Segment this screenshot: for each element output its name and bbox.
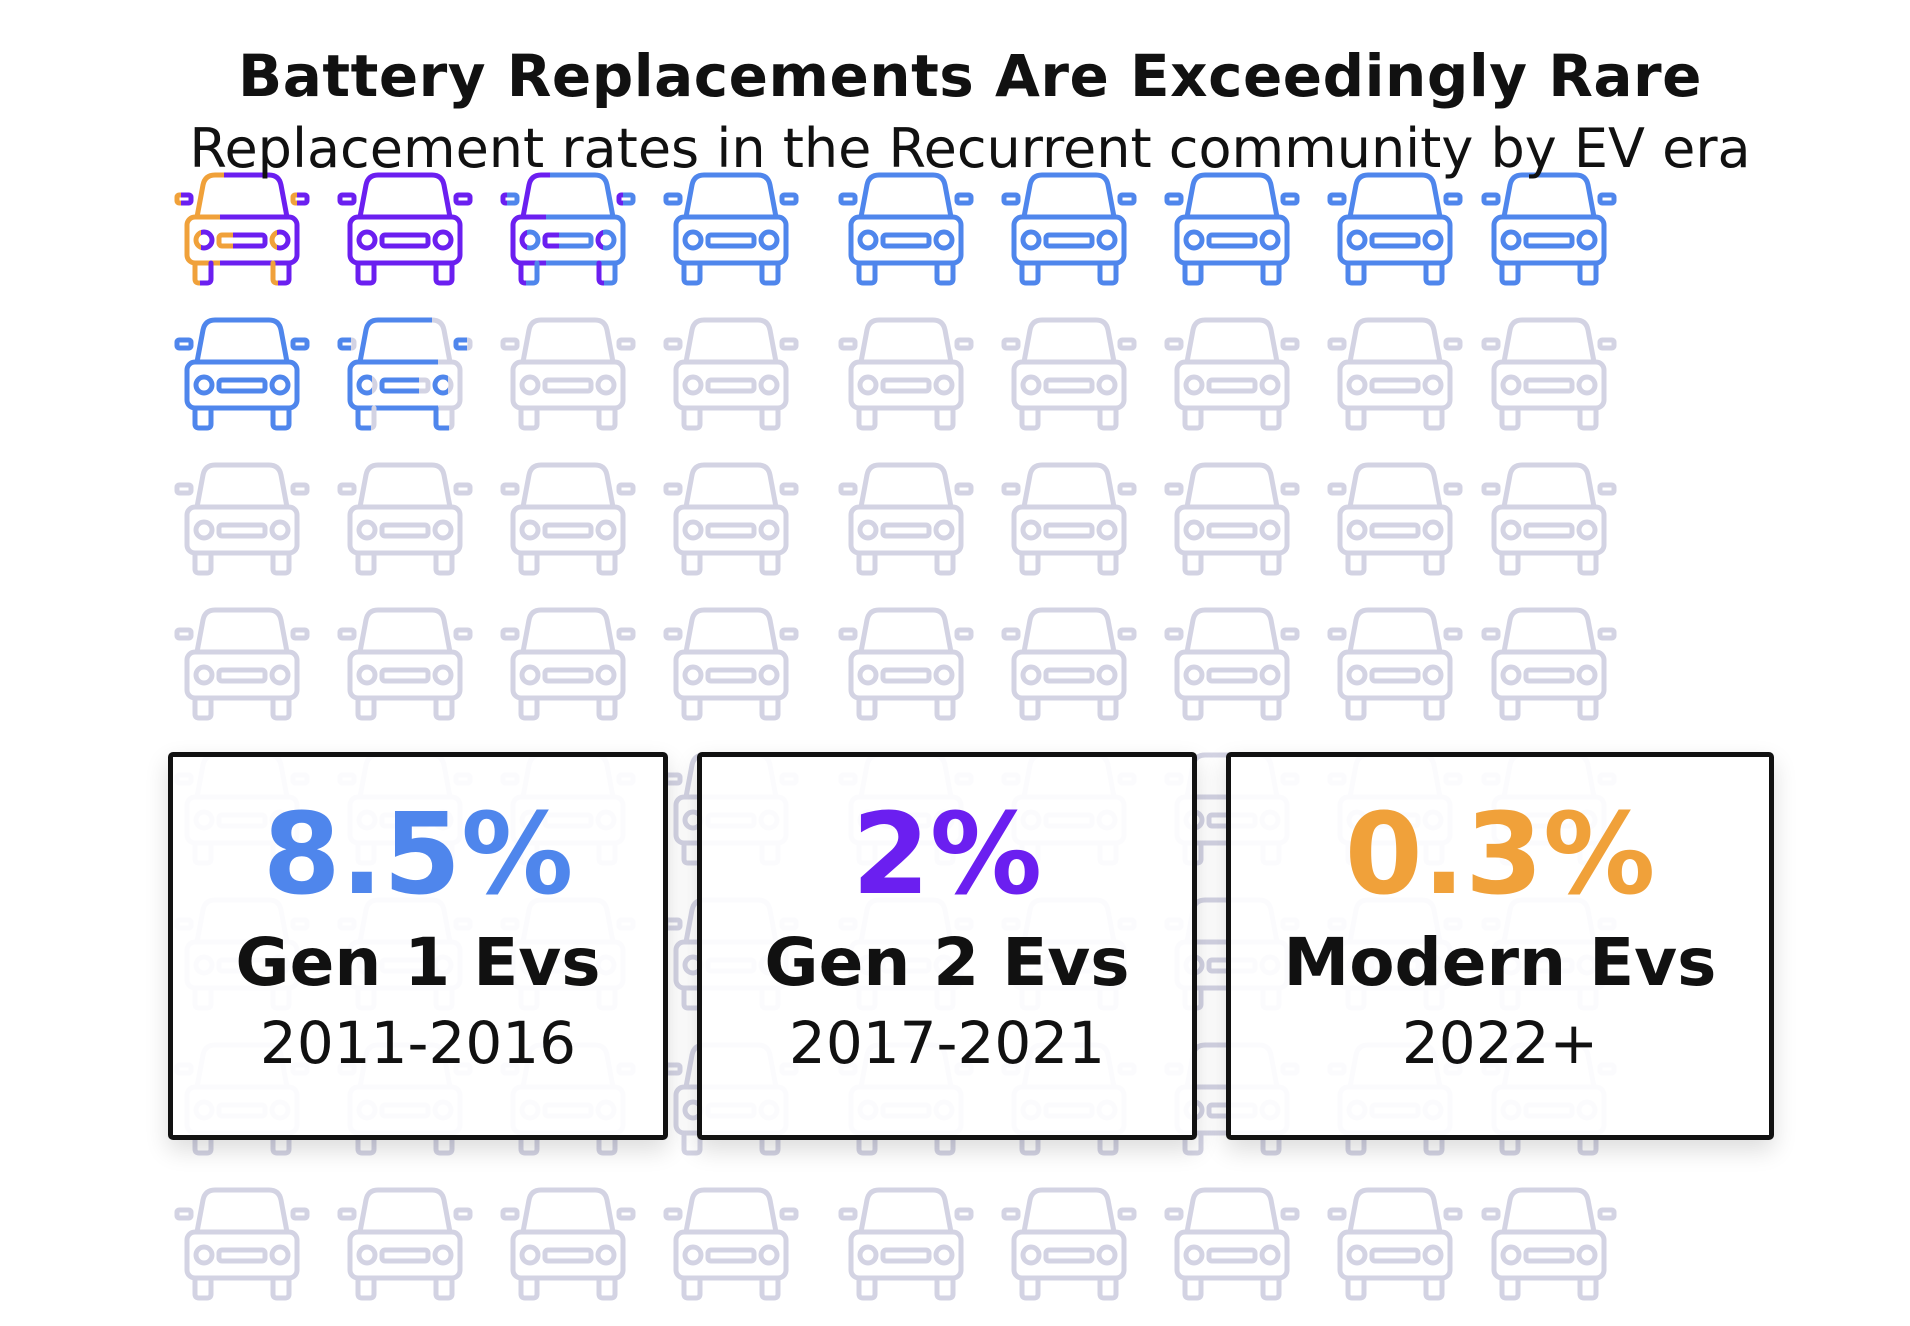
car-icon [1001,607,1137,721]
car-icon [663,1187,799,1301]
car-icon [500,172,636,286]
car-icon [1001,1187,1137,1301]
car-icon [1327,462,1463,576]
stat-years-gen2: 2017-2021 [788,1009,1106,1077]
stat-card-modern: 0.3% Modern Evs 2022+ [1226,752,1774,1140]
car-icon [663,462,799,576]
stat-label-modern: Modern Evs [1283,924,1717,1001]
stat-years-gen1: 2011-2016 [259,1009,577,1077]
car-icon [337,607,473,721]
car-icon [1001,462,1137,576]
stat-years-modern: 2022+ [1401,1009,1599,1077]
car-icon [1001,317,1137,431]
car-icon [1001,172,1137,286]
car-icon [1164,172,1300,286]
car-icon [500,317,636,431]
stat-value-gen1: 8.5% [262,790,574,920]
car-icon [1327,172,1463,286]
car-icon [337,317,473,431]
car-icon [1327,607,1463,721]
car-icon [1164,607,1300,721]
chart-titles: Battery Replacements Are Exceedingly Rar… [0,38,1910,184]
car-icon [174,607,310,721]
car-icon [174,317,310,431]
car-icon [663,317,799,431]
car-icon [1164,462,1300,576]
stat-card-gen2: 2% Gen 2 Evs 2017-2021 [697,752,1197,1140]
car-icon [838,607,974,721]
car-icon [1164,317,1300,431]
car-icon [174,462,310,576]
car-icon [337,1187,473,1301]
car-icon [1481,1187,1617,1301]
car-icon [337,462,473,576]
stat-value-modern: 0.3% [1344,790,1656,920]
car-icon [838,172,974,286]
car-icon [1481,462,1617,576]
car-icon [337,172,473,286]
car-icon [838,1187,974,1301]
car-icon [663,607,799,721]
car-icon [838,462,974,576]
car-icon [838,317,974,431]
stat-label-gen2: Gen 2 Evs [764,924,1130,1001]
car-icon [1327,317,1463,431]
car-icon [174,172,310,286]
stat-label-gen1: Gen 1 Evs [235,924,601,1001]
stat-card-gen1: 8.5% Gen 1 Evs 2011-2016 [168,752,668,1140]
car-icon [1481,317,1617,431]
car-icon [174,1187,310,1301]
chart-subtitle: Replacement rates in the Recurrent commu… [189,117,1751,180]
car-icon [663,172,799,286]
car-icon [500,607,636,721]
car-icon [500,1187,636,1301]
car-icon [1481,172,1617,286]
car-icon [500,462,636,576]
chart-title: Battery Replacements Are Exceedingly Rar… [238,42,1702,110]
stat-value-gen2: 2% [851,790,1043,920]
car-icon [1327,1187,1463,1301]
car-icon [1164,1187,1300,1301]
car-icon [1481,607,1617,721]
